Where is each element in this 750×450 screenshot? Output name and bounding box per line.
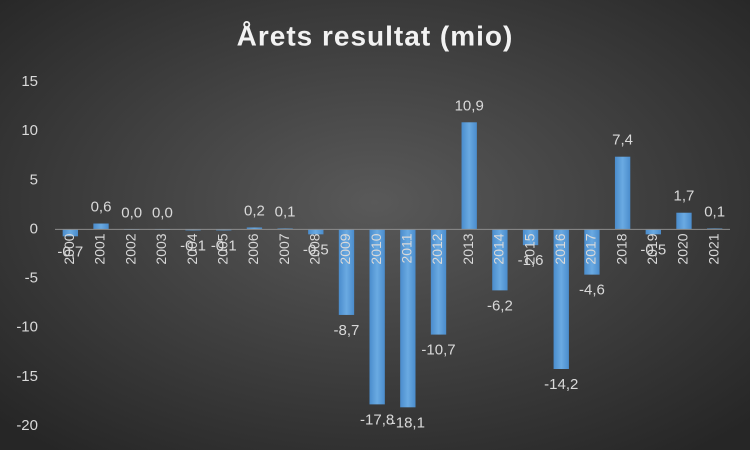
value-label: -1,6 — [518, 252, 544, 269]
bar — [553, 229, 569, 369]
bar — [246, 227, 263, 230]
value-label: -10,7 — [421, 342, 455, 359]
x-tick-label: 2021 — [705, 233, 721, 264]
x-tick-label: 2002 — [122, 233, 138, 264]
y-tick-label: -10 — [16, 319, 38, 336]
x-tick-label: 2001 — [92, 233, 108, 264]
x-tick-label: 2015 — [521, 233, 537, 264]
value-label: 0,0 — [152, 204, 173, 221]
x-tick-label: 2006 — [245, 233, 261, 264]
bar — [492, 229, 508, 291]
x-tick-label: 2003 — [153, 233, 169, 264]
x-tick-label: 2000 — [61, 233, 77, 264]
value-label: -0,5 — [303, 241, 329, 258]
bar — [369, 229, 385, 405]
x-tick-label: 2018 — [613, 233, 629, 264]
bar — [645, 229, 661, 235]
bar — [584, 229, 600, 275]
value-label: -0,1 — [211, 237, 237, 254]
x-tick-label: 2009 — [337, 233, 353, 264]
y-tick-label: -20 — [16, 417, 38, 434]
value-label: -14,2 — [544, 376, 578, 393]
value-label: 0,1 — [704, 203, 725, 220]
value-label: -18,1 — [391, 414, 425, 431]
bar — [308, 229, 324, 235]
y-tick-label: 15 — [21, 73, 38, 90]
value-label: -17,8 — [360, 411, 394, 428]
y-tick-label: -15 — [16, 368, 38, 385]
value-label: 0,6 — [91, 199, 112, 216]
value-label: -0,5 — [640, 241, 666, 258]
value-label: -6,2 — [487, 297, 513, 314]
bar — [93, 223, 109, 230]
value-label: 1,7 — [674, 188, 695, 205]
bar — [62, 229, 79, 237]
x-tick-label: 2012 — [429, 233, 445, 264]
value-label: -0,1 — [180, 237, 206, 254]
value-label: 0,0 — [121, 204, 142, 221]
y-tick-label: 0 — [30, 220, 38, 237]
x-tick-label: 2016 — [552, 233, 568, 264]
x-tick-label: 2007 — [276, 233, 292, 264]
y-tick-label: -5 — [25, 270, 38, 287]
value-label: 0,1 — [275, 203, 296, 220]
x-tick-label: 2020 — [675, 233, 691, 264]
bar — [522, 229, 539, 246]
bar — [676, 212, 692, 230]
x-tick-label: 2019 — [644, 233, 660, 264]
bar — [461, 122, 477, 230]
bar — [614, 156, 631, 230]
value-label: -4,6 — [579, 282, 605, 299]
x-tick-label: 2013 — [460, 233, 476, 264]
y-tick-label: 10 — [21, 122, 38, 139]
value-label: 10,9 — [455, 97, 484, 114]
value-label: 7,4 — [612, 132, 633, 149]
value-label: -0,7 — [57, 243, 83, 260]
bar — [430, 229, 447, 335]
value-label: 0,2 — [244, 202, 265, 219]
x-tick-label: 2014 — [491, 233, 507, 264]
x-tick-label: 2004 — [184, 233, 200, 264]
bar — [338, 229, 355, 315]
bar — [400, 229, 416, 408]
x-tick-label: 2008 — [306, 233, 322, 264]
x-tick-label: 2017 — [583, 233, 599, 264]
y-tick-label: 5 — [30, 171, 38, 188]
value-label: -8,7 — [334, 322, 360, 339]
chart-title: Årets resultat (mio) — [237, 20, 514, 51]
x-tick-label: 2005 — [214, 233, 230, 264]
x-tick-label: 2011 — [399, 233, 415, 263]
x-tick-label: 2010 — [368, 233, 384, 264]
